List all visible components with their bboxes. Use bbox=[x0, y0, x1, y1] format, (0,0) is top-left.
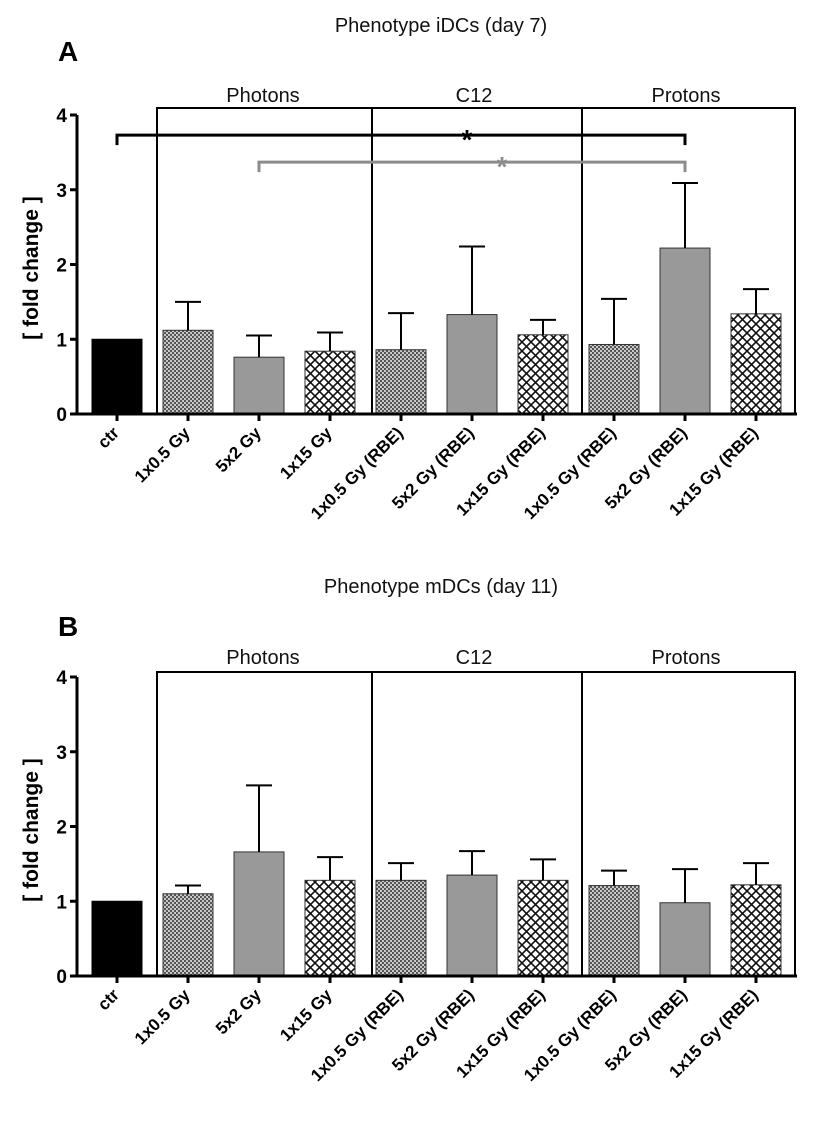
panel-b-y-tick-label: 1 bbox=[56, 892, 67, 913]
panel-b-group-protons: Protons bbox=[652, 647, 721, 669]
panel-b-group-c12: C12 bbox=[456, 647, 493, 669]
panel-a-bar bbox=[446, 314, 498, 415]
panel-a-y-tick-label: 3 bbox=[56, 181, 67, 202]
panel-a-ylabel: [ fold change ] bbox=[20, 196, 43, 340]
panel-b-bar bbox=[233, 851, 285, 977]
panel-b-letter: B bbox=[58, 611, 78, 642]
panel-b-x-tick-label: 1x15 Gy bbox=[276, 985, 336, 1045]
panel-b-bar bbox=[375, 879, 427, 977]
panel-b-y-tick-label: 4 bbox=[56, 668, 67, 689]
panel-a-significance-star: * bbox=[497, 151, 508, 182]
panel-a-bar bbox=[233, 356, 285, 415]
panel-a-x-tick-label: 1x15 Gy bbox=[276, 423, 336, 483]
panel-b-y-tick-label: 0 bbox=[56, 967, 67, 988]
panel-b-bar bbox=[91, 900, 143, 977]
panel-b-y-tick-label: 2 bbox=[56, 818, 67, 839]
panel-b-x-tick-label: 1x0.5 Gy bbox=[131, 985, 194, 1048]
panel-a-x-tick-label: 1x0.5 Gy bbox=[131, 423, 194, 486]
panel-a-significance-bracket bbox=[257, 160, 687, 173]
panel-a-bar bbox=[659, 247, 711, 415]
panel-a-letter: A bbox=[58, 36, 78, 67]
panel-b-title: Phenotype mDCs (day 11) bbox=[324, 576, 558, 598]
panel-b-bar bbox=[517, 879, 569, 977]
panel-b-bar bbox=[304, 879, 356, 977]
panel-a-group-c12: C12 bbox=[456, 85, 493, 107]
panel-a-y-tick-label: 1 bbox=[56, 330, 67, 351]
panel-a-significance-star: * bbox=[462, 124, 473, 155]
panel-a-significance-bracket bbox=[115, 133, 687, 146]
panel-a-group-photons: Photons bbox=[226, 85, 299, 107]
panel-b-ylabel: [ fold change ] bbox=[20, 758, 43, 902]
panel-b-bar bbox=[446, 874, 498, 977]
panel-a-bar bbox=[91, 338, 143, 415]
panel-a-bar bbox=[162, 329, 214, 415]
panel-a-x-tick-label: ctr bbox=[94, 423, 123, 452]
panel-a-group-protons: Protons bbox=[652, 85, 721, 107]
panel-b-y-tick-label: 3 bbox=[56, 743, 67, 764]
panel-b-group-photons: Photons bbox=[226, 647, 299, 669]
panel-b-bar bbox=[162, 893, 214, 977]
panel-a-x-tick-label: 5x2 Gy bbox=[212, 423, 265, 476]
panel-a-y-tick-label: 0 bbox=[56, 405, 67, 426]
panel-a-y-tick-label: 4 bbox=[56, 106, 67, 127]
panel-b-bar bbox=[588, 885, 640, 977]
panel-a-bar bbox=[517, 334, 569, 415]
panel-b-bar bbox=[730, 884, 782, 977]
panel-a-bar bbox=[304, 350, 356, 415]
panel-a-bar bbox=[730, 313, 782, 415]
panel-b-bar bbox=[659, 902, 711, 977]
panel-a-y-tick-label: 2 bbox=[56, 256, 67, 277]
panel-b-x-tick-label: 5x2 Gy bbox=[212, 985, 265, 1038]
panel-b-x-tick-label: ctr bbox=[94, 985, 123, 1014]
panel-a-bar bbox=[375, 349, 427, 415]
panel-a-bar bbox=[588, 343, 640, 415]
panel-a-title: Phenotype iDCs (day 7) bbox=[335, 15, 547, 37]
